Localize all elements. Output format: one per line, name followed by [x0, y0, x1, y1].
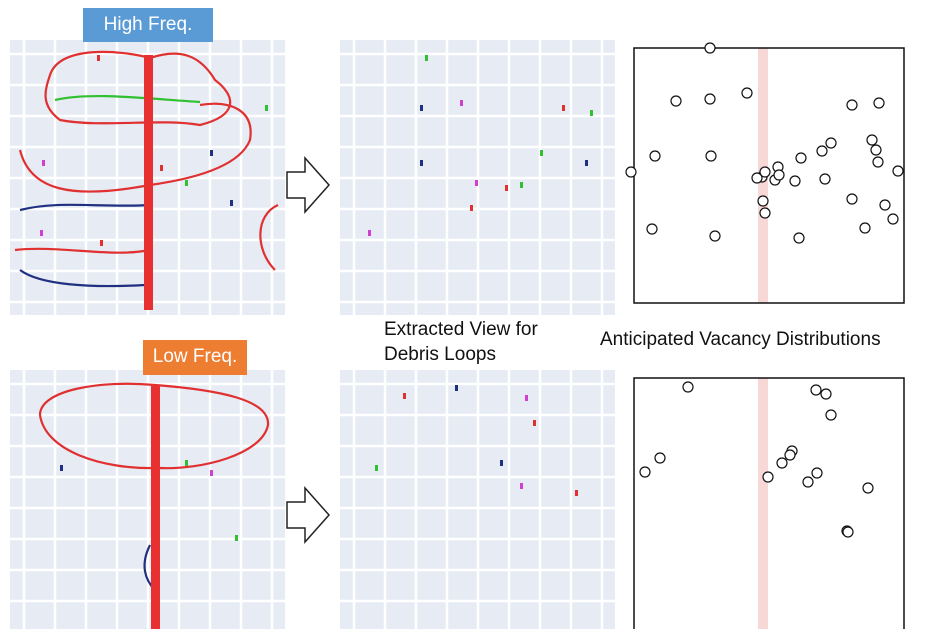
debris-loop [585, 160, 588, 166]
vacancy-point [871, 145, 881, 155]
debris-loop [235, 535, 238, 541]
vacancy-point [774, 170, 784, 180]
debris-loop [525, 395, 528, 401]
vacancy-point [626, 167, 636, 177]
vacancy-point [803, 477, 813, 487]
debris-loop [185, 180, 188, 186]
distribution-box [634, 378, 904, 629]
low-freq-label: Low Freq. [153, 346, 237, 367]
vacancy-point [847, 100, 857, 110]
vacancy-point [811, 385, 821, 395]
debris-loop [100, 240, 103, 246]
debris-loop [455, 385, 458, 391]
debris-loop [40, 230, 43, 236]
dislocation-line [151, 385, 160, 629]
vacancy-point [794, 233, 804, 243]
debris-loop [470, 205, 473, 211]
extracted-view-label: Extracted View for [384, 319, 539, 340]
vacancy-point [777, 458, 787, 468]
debris-loop [265, 105, 268, 111]
distribution-title: Anticipated Vacancy Distributions [600, 329, 881, 350]
debris-loop [420, 160, 423, 166]
vacancy-point [706, 151, 716, 161]
vacancy-point [640, 467, 650, 477]
vacancy-point [821, 389, 831, 399]
debris-loop [425, 55, 428, 61]
arrow [287, 488, 329, 542]
vacancy-point [893, 166, 903, 176]
extracted-view-label: Debris Loops [384, 344, 496, 365]
debris-loop [210, 150, 213, 156]
vacancy-point [671, 96, 681, 106]
debris-loop [403, 393, 406, 399]
vacancy-point [874, 98, 884, 108]
band [758, 378, 768, 629]
vacancy-point [826, 410, 836, 420]
vacancy-point [873, 157, 883, 167]
vacancy-point [705, 94, 715, 104]
vacancy-point [880, 200, 890, 210]
vacancy-point [826, 138, 836, 148]
arrow [287, 158, 329, 212]
debris-loop [575, 490, 578, 496]
vacancy-point [705, 43, 715, 53]
debris-loop [368, 230, 371, 236]
debris-loop [590, 110, 593, 116]
vacancy-point [847, 194, 857, 204]
debris-loop [500, 460, 503, 466]
debris-loop [160, 165, 163, 171]
debris-loop [475, 180, 478, 186]
vacancy-point [867, 135, 877, 145]
debris-loop [42, 160, 45, 166]
debris-loop [505, 185, 508, 191]
debris-loop [60, 465, 63, 471]
debris-loop [230, 200, 233, 206]
vacancy-point [763, 472, 773, 482]
debris-loop [460, 100, 463, 106]
debris-loop [420, 105, 423, 111]
debris-loop [540, 150, 543, 156]
vacancy-point [785, 450, 795, 460]
high-freq-label: High Freq. [104, 14, 193, 35]
figure: High Freq. Low Freq. Extracted View for … [0, 0, 935, 629]
vacancy-point [843, 527, 853, 537]
debris-loop [375, 465, 378, 471]
vacancy-point [863, 483, 873, 493]
debris-loop [562, 105, 565, 111]
vacancy-point [647, 224, 657, 234]
vacancy-point [888, 214, 898, 224]
debris-loop [520, 182, 523, 188]
vacancy-point [655, 453, 665, 463]
vacancy-point [796, 153, 806, 163]
vacancy-point [812, 468, 822, 478]
vacancy-point [710, 231, 720, 241]
debris-loop [520, 483, 523, 489]
debris-loop [533, 420, 536, 426]
vacancy-point [760, 167, 770, 177]
dislocation-line [144, 55, 153, 310]
vacancy-point [817, 146, 827, 156]
vacancy-point [650, 151, 660, 161]
vacancy-point [742, 88, 752, 98]
vacancy-point [820, 174, 830, 184]
vacancy-point [860, 223, 870, 233]
debris-loop [185, 460, 188, 466]
vacancy-point [683, 382, 693, 392]
debris-loop [97, 55, 100, 61]
vacancy-point [790, 176, 800, 186]
debris-loop [210, 470, 213, 476]
vacancy-point [758, 196, 768, 206]
vacancy-point [760, 208, 770, 218]
